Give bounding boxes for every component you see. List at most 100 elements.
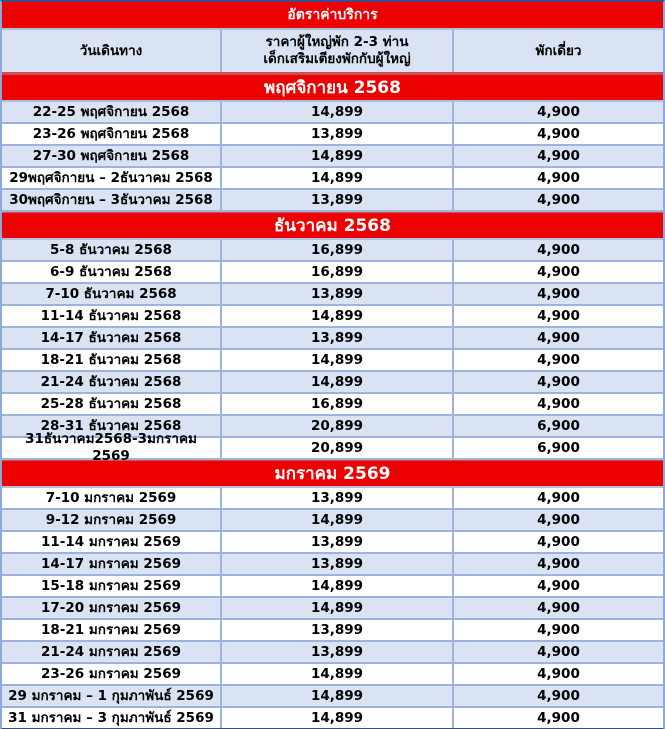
price-cell: 14,899 (222, 350, 454, 370)
single-cell: 4,900 (537, 395, 580, 412)
single-cell: 4,900 (537, 511, 580, 528)
date-cell: 6-9 ธันวาคม 2568 (2, 262, 222, 282)
price-cell: 13,899 (222, 488, 454, 508)
date-cell: 29พฤศจิกายน – 2ธันวาคม 2568 (2, 168, 222, 188)
price-cell: 14,899 (222, 306, 454, 326)
date-cell: 21-24 ธันวาคม 2568 (2, 372, 222, 392)
price-cell: 16,899 (222, 262, 454, 282)
single-cell: 4,900 (537, 191, 580, 208)
table-row: 14-17 มกราคม 2569 13,899 4,900 (2, 554, 663, 576)
single-cell: 4,900 (537, 621, 580, 638)
single-cell: 4,900 (537, 263, 580, 280)
price-cell: 13,899 (222, 328, 454, 348)
date-cell: 7-10 ธันวาคม 2568 (2, 284, 222, 304)
date-cell: 11-14 ธันวาคม 2568 (2, 306, 222, 326)
table-row: 29 มกราคม – 1 กุมภาพันธ์ 2569 14,899 4,900 (2, 686, 663, 708)
table-row: 9-12 มกราคม 2569 14,899 4,900 (2, 510, 663, 532)
table-row: 23-26 พฤศจิกายน 2568 13,899 4,900 (2, 124, 663, 146)
single-cell: 4,900 (537, 147, 580, 164)
single-cell: 4,900 (537, 555, 580, 572)
table-row: 7-10 ธันวาคม 2568 13,899 4,900 (2, 284, 663, 306)
price-cell: 14,899 (222, 598, 454, 618)
single-cell: 4,900 (537, 329, 580, 346)
price-cell: 14,899 (222, 102, 454, 122)
table-row: 14-17 ธันวาคม 2568 13,899 4,900 (2, 328, 663, 350)
table-row: 30พฤศจิกายน – 3ธันวาคม 2568 13,899 4,900 (2, 190, 663, 212)
column-header-row: วันเดินทาง ราคาผู้ใหญ่พัก 2-3 ท่าน เด็กเ… (2, 30, 663, 74)
price-cell: 14,899 (222, 168, 454, 188)
date-cell: 21-24 มกราคม 2569 (2, 642, 222, 662)
section-header: ธันวาคม 2568 (2, 212, 663, 240)
table-row: 27-30 พฤศจิกายน 2568 14,899 4,900 (2, 146, 663, 168)
column-header-adult-price-line1: ราคาผู้ใหญ่พัก 2-3 ท่าน (265, 34, 409, 51)
price-cell: 13,899 (222, 642, 454, 662)
date-cell: 14-17 มกราคม 2569 (2, 554, 222, 574)
price-cell: 13,899 (222, 554, 454, 574)
date-cell: 31ธันวาคม2568-3มกราคม 2569 (2, 431, 222, 464)
date-cell: 28-31 ธันวาคม 2568 (2, 416, 222, 436)
date-cell: 18-21 มกราคม 2569 (2, 620, 222, 640)
price-cell: 13,899 (222, 284, 454, 304)
single-cell: 4,900 (537, 577, 580, 594)
table-row: 11-14 ธันวาคม 2568 14,899 4,900 (2, 306, 663, 328)
column-header-date: วันเดินทาง (2, 30, 222, 72)
date-cell: 23-26 มกราคม 2569 (2, 664, 222, 684)
table-row: 5-8 ธันวาคม 2568 16,899 4,900 (2, 240, 663, 262)
date-cell: 9-12 มกราคม 2569 (2, 510, 222, 530)
single-cell: 4,900 (537, 285, 580, 302)
table-row: 31ธันวาคม2568-3มกราคม 2569 20,899 6,900 (2, 431, 663, 464)
price-cell: 14,899 (222, 576, 454, 596)
column-header-adult-price: ราคาผู้ใหญ่พัก 2-3 ท่าน เด็กเสริมเตียงพั… (222, 30, 454, 72)
table-body: พฤศจิกายน 2568 22-25 พฤศจิกายน 2568 14,899… (2, 74, 663, 728)
date-cell: 7-10 มกราคม 2569 (2, 488, 222, 508)
price-cell: 14,899 (222, 510, 454, 530)
single-cell: 4,900 (537, 599, 580, 616)
date-cell: 18-21 ธันวาคม 2568 (2, 350, 222, 370)
single-cell: 4,900 (537, 533, 580, 550)
price-cell: 14,899 (222, 686, 454, 706)
price-cell: 14,899 (222, 664, 454, 684)
price-cell: 14,899 (222, 372, 454, 392)
price-cell: 13,899 (222, 532, 454, 552)
table-row: 21-24 ธันวาคม 2568 14,899 4,900 (2, 372, 663, 394)
date-cell: 31 มกราคม – 3 กุมภาพันธ์ 2569 (2, 708, 222, 728)
price-cell: 13,899 (222, 124, 454, 144)
single-cell: 4,900 (537, 489, 580, 506)
single-cell: 4,900 (537, 687, 580, 704)
single-cell: 6,900 (537, 417, 580, 434)
date-cell: 23-26 พฤศจิกายน 2568 (2, 124, 222, 144)
single-cell: 4,900 (537, 643, 580, 660)
date-cell: 22-25 พฤศจิกายน 2568 (2, 102, 222, 122)
table-row: 23-26 มกราคม 2569 14,899 4,900 (2, 664, 663, 686)
single-cell: 4,900 (537, 665, 580, 682)
table-row: 18-21 ธันวาคม 2568 14,899 4,900 (2, 350, 663, 372)
price-cell: 13,899 (222, 190, 454, 210)
date-cell: 30พฤศจิกายน – 3ธันวาคม 2568 (2, 190, 222, 210)
price-cell: 20,899 (222, 416, 454, 436)
date-cell: 15-18 มกราคม 2569 (2, 576, 222, 596)
table-row: 21-24 มกราคม 2569 13,899 4,900 (2, 642, 663, 664)
single-cell: 4,900 (537, 125, 580, 142)
date-cell: 14-17 ธันวาคม 2568 (2, 328, 222, 348)
price-cell: 16,899 (222, 394, 454, 414)
price-cell: 20,899 (222, 438, 454, 458)
section-header: พฤศจิกายน 2568 (2, 74, 663, 102)
single-cell: 4,900 (537, 709, 580, 726)
table-row: 18-21 มกราคม 2569 13,899 4,900 (2, 620, 663, 642)
section-header: มกราคม 2569 (2, 460, 663, 488)
date-cell: 11-14 มกราคม 2569 (2, 532, 222, 552)
table-row: 11-14 มกราคม 2569 13,899 4,900 (2, 532, 663, 554)
table-row: 7-10 มกราคม 2569 13,899 4,900 (2, 488, 663, 510)
table-row: 28-31 ธันวาคม 2568 20,899 6,900 (2, 416, 663, 438)
price-cell: 16,899 (222, 240, 454, 260)
price-cell: 14,899 (222, 146, 454, 166)
single-cell: 4,900 (537, 103, 580, 120)
table-title: อัตราค่าบริการ (2, 2, 663, 30)
single-cell: 4,900 (537, 307, 580, 324)
single-cell: 4,900 (537, 351, 580, 368)
single-cell: 6,900 (537, 439, 580, 456)
table-row: 15-18 มกราคม 2569 14,899 4,900 (2, 576, 663, 598)
date-cell: 5-8 ธันวาคม 2568 (2, 240, 222, 260)
price-cell: 13,899 (222, 620, 454, 640)
